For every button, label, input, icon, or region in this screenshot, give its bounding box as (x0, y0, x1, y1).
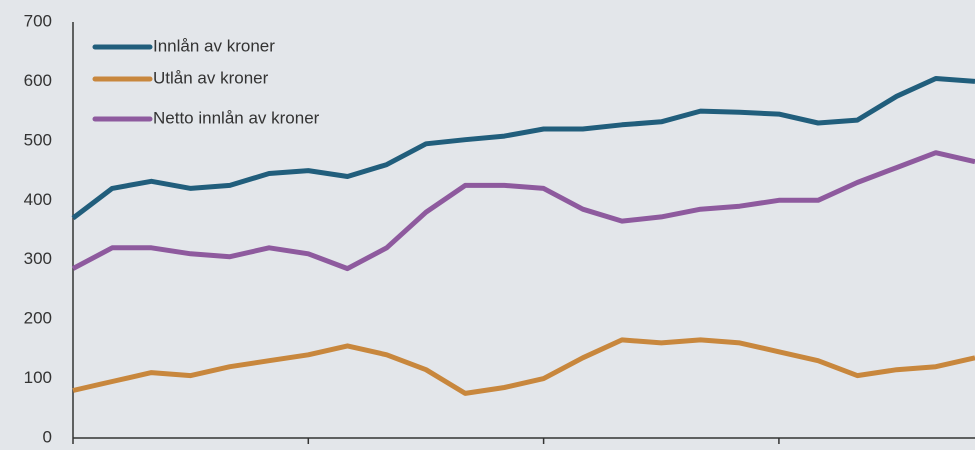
y-tick-label: 700 (24, 11, 52, 30)
y-tick-label: 600 (24, 71, 52, 90)
line-series (72, 337, 975, 396)
y-tick-label: 0 (43, 427, 52, 446)
x-tick-label: sep. 21 (751, 447, 807, 450)
legend-label: Innlån av kroner (153, 36, 275, 55)
legend-label: Netto innlån av kroner (153, 108, 320, 127)
line-series (71, 76, 975, 221)
x-tick-label: sep. 20 (280, 447, 336, 450)
x-tick-label: mar. 21 (515, 447, 572, 450)
x-tick-label: mar. 20 (45, 447, 102, 450)
y-tick-label: 200 (24, 309, 52, 328)
y-tick-label: 300 (24, 249, 52, 268)
line-series (71, 150, 975, 272)
legend-label: Utlån av kroner (153, 68, 269, 87)
y-tick-label: 100 (24, 368, 52, 387)
y-tick-label: 400 (24, 190, 52, 209)
y-tick-label: 500 (24, 130, 52, 149)
